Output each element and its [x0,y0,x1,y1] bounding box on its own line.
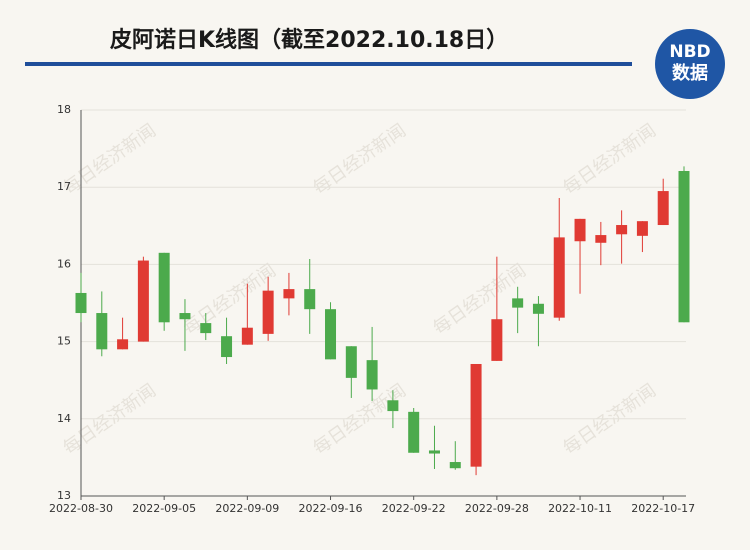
candle-body [304,289,316,310]
candle-body [221,336,233,358]
x-tick-label: 2022-09-16 [299,502,363,515]
y-tick-label: 17 [57,180,71,193]
candle-body [262,290,274,334]
logo-text: NBD [669,42,710,62]
x-tick-label: 2022-08-30 [49,502,113,515]
candle-body [283,289,295,299]
candle-body [75,292,87,314]
y-tick-label: 14 [57,412,71,425]
logo [655,29,725,99]
candle-body [574,218,586,242]
candle-body [491,319,503,361]
candle-body [325,309,337,360]
candle-body [158,252,170,323]
x-tick-label: 2022-09-22 [382,502,446,515]
candle-body [532,303,544,314]
candle-body [408,411,420,453]
candle-body [200,323,212,334]
y-tick-label: 15 [57,335,71,348]
candle-body [636,221,648,236]
candle-body [366,360,378,390]
x-tick-label: 2022-09-09 [215,502,279,515]
y-tick-label: 13 [57,489,71,502]
candle-body [428,450,440,454]
candle-body [595,235,607,243]
candle-body [616,225,628,235]
candle-body [470,363,482,467]
title-rule [25,62,632,66]
x-tick-label: 2022-09-28 [465,502,529,515]
candle-body [387,400,399,412]
y-tick-label: 18 [57,103,71,116]
candle-body [553,237,565,318]
candle-body [512,298,524,308]
candle-body [96,313,108,350]
y-tick-label: 16 [57,257,71,270]
candle-body [678,170,690,323]
candle-body [449,462,461,469]
logo-text: 数据 [672,62,708,84]
candle-body [241,327,253,345]
x-tick-label: 2022-10-17 [631,502,695,515]
candle-body [657,191,669,226]
candle-body [345,346,357,378]
candle-body [117,339,129,350]
candle-body [137,260,149,342]
x-tick-label: 2022-10-11 [548,502,612,515]
candle-body [179,313,191,320]
x-tick-label: 2022-09-05 [132,502,196,515]
chart-title: 皮阿诺日K线图（截至2022.10.18日） [110,27,508,53]
